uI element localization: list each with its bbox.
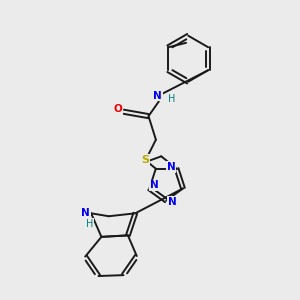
- Text: N: N: [167, 162, 176, 172]
- Text: H: H: [167, 94, 175, 104]
- Text: O: O: [113, 104, 122, 114]
- Text: N: N: [81, 208, 90, 218]
- Text: N: N: [150, 181, 159, 190]
- Text: N: N: [153, 91, 162, 100]
- Text: N: N: [168, 197, 176, 207]
- Text: H: H: [86, 219, 93, 229]
- Text: S: S: [142, 155, 150, 165]
